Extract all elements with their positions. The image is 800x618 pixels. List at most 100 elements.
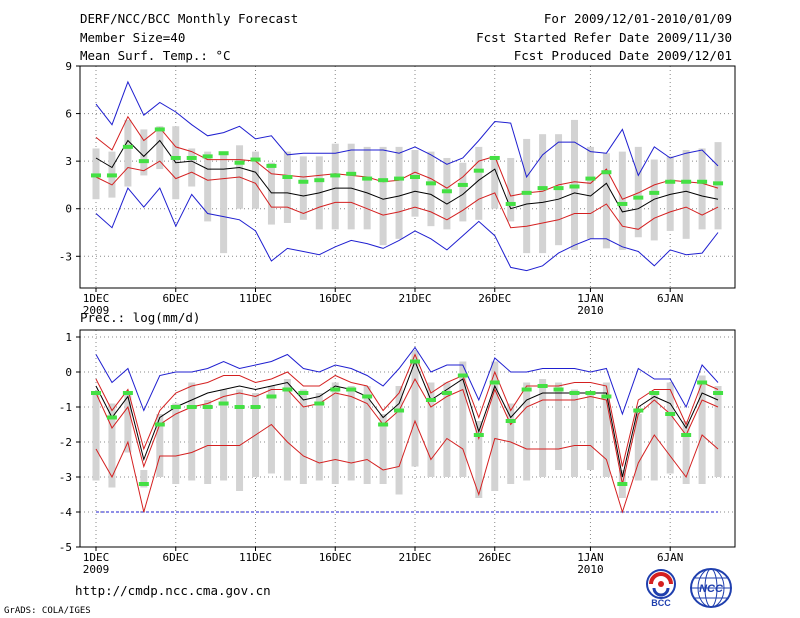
x-year-label: 2010	[577, 304, 604, 317]
ensemble-box	[602, 382, 610, 477]
observed-marker	[186, 405, 197, 409]
observed-marker	[314, 401, 325, 406]
observed-marker	[521, 190, 532, 195]
ensemble-box	[475, 146, 483, 220]
ensemble-box	[331, 143, 339, 230]
bcc-logo-text: BCC	[651, 598, 671, 608]
observed-marker	[633, 408, 644, 413]
ensemble-box	[491, 361, 499, 491]
observed-marker	[314, 178, 325, 183]
source-url[interactable]: http://cmdp.ncc.cma.gov.cn	[75, 583, 271, 598]
ensemble-box	[299, 156, 307, 220]
observed-marker	[330, 387, 341, 392]
observed-marker	[378, 178, 389, 183]
ensemble-box	[140, 129, 148, 176]
ensemble-box	[363, 386, 371, 484]
observed-marker	[585, 176, 596, 181]
y-tick-label: 9	[65, 60, 72, 73]
observed-marker	[218, 151, 229, 156]
ensemble-box	[204, 400, 212, 484]
ensemble-box	[379, 414, 387, 484]
ensemble-box	[347, 386, 355, 481]
ensemble-box	[411, 150, 419, 217]
observed-marker	[410, 175, 420, 179]
observed-marker	[346, 171, 357, 176]
x-tick-label: 21DEC	[398, 551, 431, 564]
ncc-logo: NCC	[690, 568, 732, 608]
y-tick-label: 3	[65, 155, 72, 168]
observed-marker	[154, 127, 165, 132]
ensemble-box	[188, 148, 196, 187]
x-tick-label: 6DEC	[163, 292, 190, 305]
ensemble-box	[507, 157, 515, 222]
ensemble-box	[618, 151, 626, 250]
observed-marker	[473, 433, 484, 437]
observed-marker	[665, 179, 676, 184]
observed-marker	[394, 176, 405, 181]
ensemble-box	[140, 470, 148, 488]
ensemble-box	[124, 393, 132, 453]
x-tick-label: 6JAN	[657, 292, 684, 305]
ensemble-box	[220, 151, 228, 254]
observed-marker	[170, 155, 181, 160]
observed-marker	[138, 159, 149, 164]
lower-spread-line	[95, 377, 719, 485]
ensemble-box	[507, 403, 515, 484]
observed-marker	[617, 482, 628, 486]
ensemble-box	[539, 379, 547, 477]
observed-marker	[186, 155, 197, 160]
observed-marker	[91, 173, 101, 178]
x-tick-label: 16DEC	[319, 292, 352, 305]
mean-line	[95, 139, 719, 213]
ensemble-box	[555, 382, 563, 470]
fcst-started-label: Fcst Started Refer Date 2009/11/30	[476, 30, 732, 45]
plot-frame	[79, 65, 736, 289]
y-tick-label: 0	[65, 203, 72, 216]
bottom-spread-line	[95, 419, 719, 514]
observed-marker	[553, 387, 564, 392]
observed-marker	[681, 433, 692, 437]
observed-marker	[617, 201, 628, 206]
ensemble-box	[666, 156, 674, 231]
max-line	[95, 80, 719, 179]
y-tick-label: -2	[59, 436, 72, 449]
ensemble-box	[443, 382, 451, 477]
y-tick-label: -3	[59, 250, 72, 263]
ensemble-box	[666, 382, 674, 474]
observed-marker	[218, 401, 229, 406]
temp-panel-title: Mean Surf. Temp.: °C	[80, 48, 231, 63]
observed-marker	[106, 415, 117, 420]
y-tick-label: 1	[65, 331, 72, 344]
observed-marker	[569, 391, 580, 395]
ensemble-box	[172, 403, 180, 484]
observed-marker	[457, 373, 468, 378]
observed-marker	[202, 405, 213, 409]
chart-title: DERF/NCC/BCC Monthly Forecast	[80, 11, 299, 26]
observed-marker	[298, 179, 309, 184]
ensemble-box	[395, 146, 403, 239]
observed-marker	[649, 190, 660, 195]
ensemble-box	[363, 146, 371, 230]
observed-marker	[441, 391, 452, 395]
observed-marker	[569, 184, 580, 189]
ensemble-box	[459, 361, 467, 477]
prec-panel-title: Prec.: log(mm/d)	[80, 310, 201, 325]
ensemble-box	[682, 150, 690, 239]
observed-marker	[505, 201, 516, 206]
ensemble-box	[459, 162, 467, 222]
ensemble-box	[523, 382, 531, 481]
ensemble-box	[586, 146, 594, 239]
ensemble-box	[283, 151, 291, 223]
ensemble-box	[411, 351, 419, 467]
observed-marker	[250, 405, 261, 409]
min-line	[95, 187, 719, 272]
observed-marker	[505, 419, 516, 423]
x-tick-label: 6JAN	[657, 551, 684, 564]
ensemble-box	[443, 157, 451, 230]
observed-marker	[457, 182, 468, 187]
ensemble-box	[220, 389, 228, 481]
observed-marker	[489, 155, 500, 160]
ensemble-box	[634, 414, 642, 481]
observed-marker	[633, 195, 644, 200]
